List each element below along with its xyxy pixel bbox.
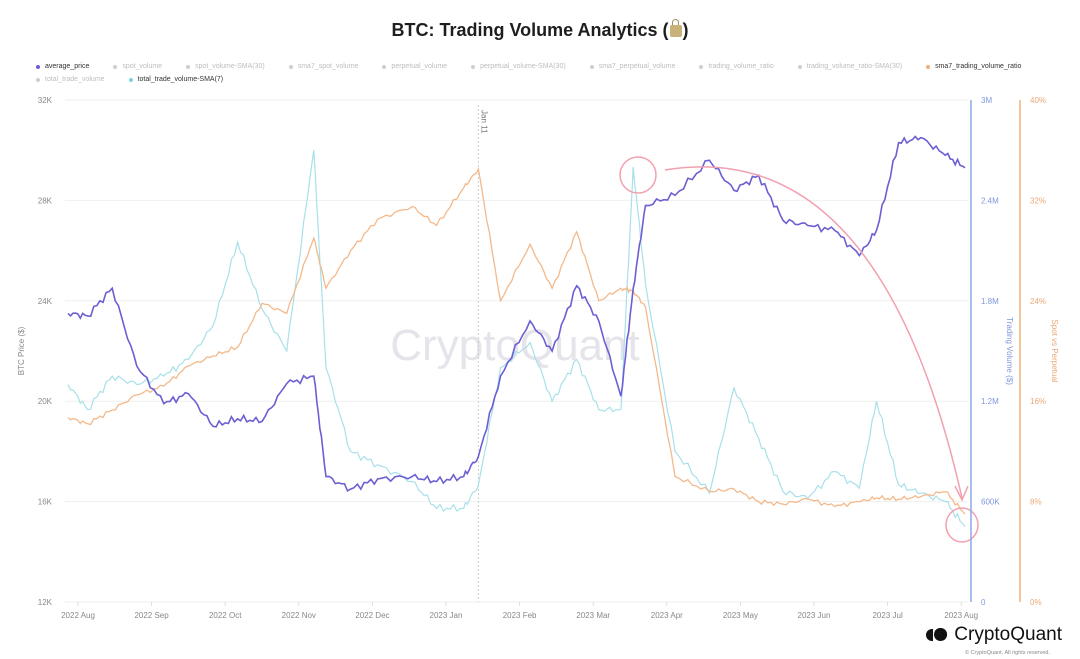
x-tick-label: 2022 Aug [61, 611, 95, 620]
peak-circle [619, 156, 657, 194]
triangle-up-marker-icon [797, 64, 802, 69]
arrow-head-icon [954, 485, 969, 502]
legend-label: average_price [45, 63, 90, 70]
legend-row-2: total_trade_volume total_trade_volume-SMA… [36, 73, 1076, 86]
triangle-up-marker-icon [288, 64, 293, 69]
ratio-tick-label: 32% [1030, 196, 1046, 205]
ratio-line [67, 166, 966, 515]
ratio-axis-label: Spot vs Perpetual [1050, 319, 1059, 382]
circle-marker-icon [471, 64, 476, 69]
ratio-tick-label: 16% [1030, 397, 1046, 406]
volume-tick-label: 3M [981, 96, 992, 105]
axes: 32K 3M 40% 28K 2.4M 32% 24K 1.8M 24% 20K 1.2M 16% 16… [17, 96, 1059, 620]
series-lines [67, 135, 966, 528]
volume-line [67, 150, 966, 528]
volume-tick-label: 1.8M [981, 297, 999, 306]
legend-item-sma7-spot-volume[interactable]: sma7_spot_volume [288, 63, 359, 70]
volume-tick-label: 0 [981, 598, 986, 607]
ratio-tick-label: 24% [1030, 297, 1046, 306]
cryptoquant-logo-icon [926, 628, 948, 642]
legend-item-spot-volume-sma-30-[interactable]: spot_volume-SMA(30) [186, 63, 265, 70]
legend-item-trading-volume-ratio-sma-30-[interactable]: trading_volume_ratio-SMA(30) [797, 63, 903, 70]
copyright: © CryptoQuant. All rights reserved. [964, 650, 1050, 656]
legend-item-sma7-trading-volume-ratio[interactable]: sma7_trading_volume_ratio [926, 63, 1021, 70]
volume-tick-label: 600K [981, 498, 1000, 507]
diamond-marker-icon [589, 64, 594, 69]
gridlines [65, 99, 968, 603]
x-tick-label: 2022 Nov [282, 611, 316, 620]
legend-label: perpetual_volume-SMA(30) [480, 63, 566, 70]
ratio-tick-label: 8% [1030, 498, 1042, 507]
legend-label: sma7_spot_volume [297, 63, 359, 70]
legend-label: total_trade_volume-SMA(7) [137, 76, 224, 83]
x-tick-label: 2022 Oct [209, 611, 242, 620]
legend-row-1: average_price spot_volume spot_volume-SMA(… [36, 60, 1076, 73]
price-line [67, 135, 966, 493]
x-tick-label: 2023 Apr [651, 611, 683, 620]
brand-logo: CryptoQuant [926, 624, 1062, 646]
x-tick-label: 2022 Dec [355, 611, 389, 620]
circle-marker-icon [36, 64, 40, 69]
left-tick-label: 12K [38, 598, 53, 607]
legend-label: trading_volume_ratio [708, 63, 774, 70]
ratio-tick-label: 40% [1030, 96, 1046, 105]
left-tick-label: 24K [38, 297, 53, 306]
chart-title-suffix: ) [682, 20, 689, 40]
square-marker-icon [186, 64, 191, 69]
legend-label: sma7_trading_volume_ratio [935, 63, 1022, 70]
left-tick-label: 16K [38, 498, 53, 507]
trend-arrow [664, 166, 963, 499]
left-tick-label: 20K [38, 397, 53, 406]
legend-label: sma7_perpetual_volume [598, 63, 676, 70]
left-tick-label: 28K [38, 196, 53, 205]
volume-tick-label: 1.2M [981, 397, 999, 406]
circle-marker-icon [36, 77, 40, 82]
legend-label: spot_volume-SMA(30) [195, 63, 265, 70]
x-tick-label: 2023 Jan [430, 611, 463, 620]
left-axis-label: BTC Price ($) [17, 326, 26, 375]
square-marker-icon [699, 64, 704, 69]
x-tick-label: 2023 Jul [872, 611, 902, 620]
diamond-marker-icon [128, 77, 133, 82]
legend-item-total-trade-volume-sma-7-[interactable]: total_trade_volume-SMA(7) [128, 76, 224, 83]
legend-label: total_trade_volume [45, 76, 105, 83]
ratio-tick-label: 0% [1030, 598, 1042, 607]
x-tick-label: 2023 Mar [576, 611, 610, 620]
legend-label: perpetual_volume [391, 63, 448, 70]
left-tick-label: 32K [38, 96, 53, 105]
legend-item-total-trade-volume[interactable]: total_trade_volume [36, 76, 105, 83]
chart-legend: average_price spot_volume spot_volume-SMA(… [36, 60, 1076, 86]
x-tick-label: 2022 Sep [134, 611, 169, 620]
legend-item-perpetual-volume-sma-30-[interactable]: perpetual_volume-SMA(30) [471, 63, 566, 70]
x-tick-label: 2023 Feb [503, 611, 537, 620]
diamond-marker-icon [113, 64, 118, 69]
marker-label: Jan 11 [479, 110, 488, 134]
x-tick-label: 2023 Aug [944, 611, 978, 620]
x-tick-label: 2023 Jun [798, 611, 831, 620]
brand-name: CryptoQuant [954, 624, 1062, 645]
jan11-marker: Jan 11 [477, 105, 488, 602]
legend-item-spot-volume[interactable]: spot_volume [113, 63, 162, 70]
legend-item-trading-volume-ratio[interactable]: trading_volume_ratio [699, 63, 774, 70]
legend-label: trading_volume_ratio-SMA(30) [806, 63, 903, 70]
volume-tick-label: 2.4M [981, 196, 999, 205]
lock-icon [669, 19, 682, 37]
legend-item-sma7-perpetual-volume[interactable]: sma7_perpetual_volume [589, 63, 676, 70]
x-tick-label: 2023 May [723, 611, 758, 620]
chart-title: BTC: Trading Volume Analytics () [0, 19, 1080, 41]
triangle-down-marker-icon [382, 64, 387, 69]
triangle-down-marker-icon [926, 64, 931, 69]
legend-item-average-price[interactable]: average_price [36, 63, 89, 70]
low-circle [945, 507, 979, 543]
chart-title-text: BTC: Trading Volume Analytics ( [391, 20, 669, 40]
legend-label: spot_volume [122, 63, 163, 70]
annotations [619, 156, 979, 543]
volume-axis-label: Trading Volume ($) [1005, 317, 1014, 385]
legend-item-perpetual-volume[interactable]: perpetual_volume [382, 63, 447, 70]
